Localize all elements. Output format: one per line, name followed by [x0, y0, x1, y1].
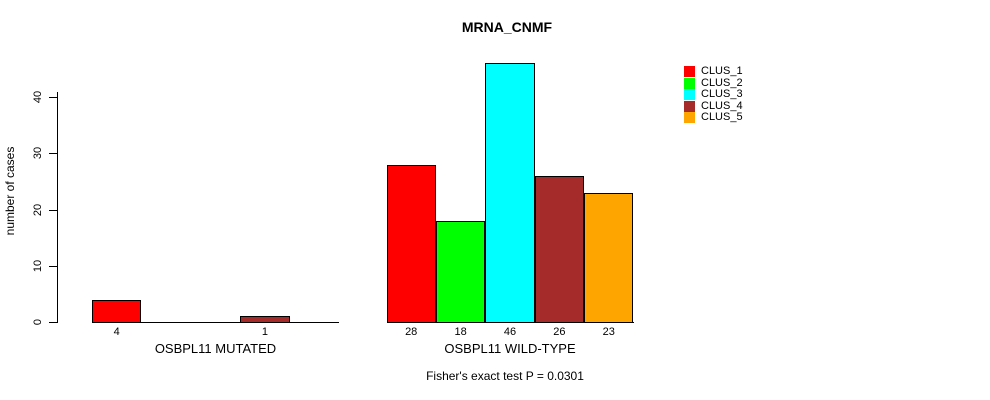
legend-swatch-clus_2 [684, 77, 695, 89]
bar-clus_4 [534, 175, 585, 323]
y-axis-tick [49, 322, 57, 323]
legend-swatch-clus_1 [684, 66, 695, 77]
bar-value-label: 18 [454, 326, 467, 338]
bar-value-label: 28 [405, 326, 418, 338]
y-tick-label: 20 [32, 203, 44, 216]
x-axis-baseline [92, 322, 339, 323]
legend-item: CLUS_5 [684, 111, 743, 124]
y-axis-tick [49, 153, 57, 155]
chart-title: MRNA_CNMF [461, 19, 553, 35]
group-label: OSBPL11 WILD-TYPE [444, 341, 576, 356]
bar-clus_1 [386, 164, 436, 323]
bar-clus_4 [240, 316, 290, 323]
legend-swatch-clus_5 [684, 112, 695, 124]
legend-item: CLUS_1 [684, 66, 743, 77]
legend-label: CLUS_1 [701, 65, 743, 77]
fisher-test-note: Fisher's exact test P = 0.0301 [426, 369, 584, 383]
bar-value-label: 4 [113, 326, 120, 338]
legend-label: CLUS_4 [701, 99, 743, 112]
legend-label: CLUS_5 [701, 111, 743, 124]
bar-value-label: 26 [553, 326, 566, 338]
bar-clus_1 [92, 299, 142, 323]
y-axis-tick [49, 265, 57, 267]
legend-label: CLUS_3 [701, 88, 743, 101]
y-tick-label: 0 [32, 318, 44, 326]
y-tick-label: 10 [32, 259, 44, 272]
legend-label: CLUS_2 [701, 76, 743, 89]
legend-item: CLUS_3 [684, 88, 743, 101]
y-axis-tick [49, 209, 57, 211]
legend-item: CLUS_2 [684, 76, 743, 89]
bar-clus_5 [584, 192, 634, 323]
y-axis-label: number of cases [3, 146, 17, 236]
y-axis-line [57, 92, 58, 323]
legend-swatch-clus_4 [684, 100, 695, 112]
bar-value-label: 46 [503, 326, 517, 338]
y-tick-label: 30 [32, 147, 44, 160]
bar-value-label: 1 [261, 326, 268, 338]
y-tick-label: 40 [32, 90, 44, 104]
legend-swatch-clus_3 [684, 89, 695, 101]
bar-clus_2 [435, 220, 486, 323]
bar-value-label: 23 [602, 326, 615, 338]
bar-clus_3 [485, 63, 535, 323]
y-axis-tick [49, 97, 57, 98]
group-label: OSBPL11 MUTATED [154, 341, 277, 356]
legend-item: CLUS_4 [684, 99, 743, 112]
